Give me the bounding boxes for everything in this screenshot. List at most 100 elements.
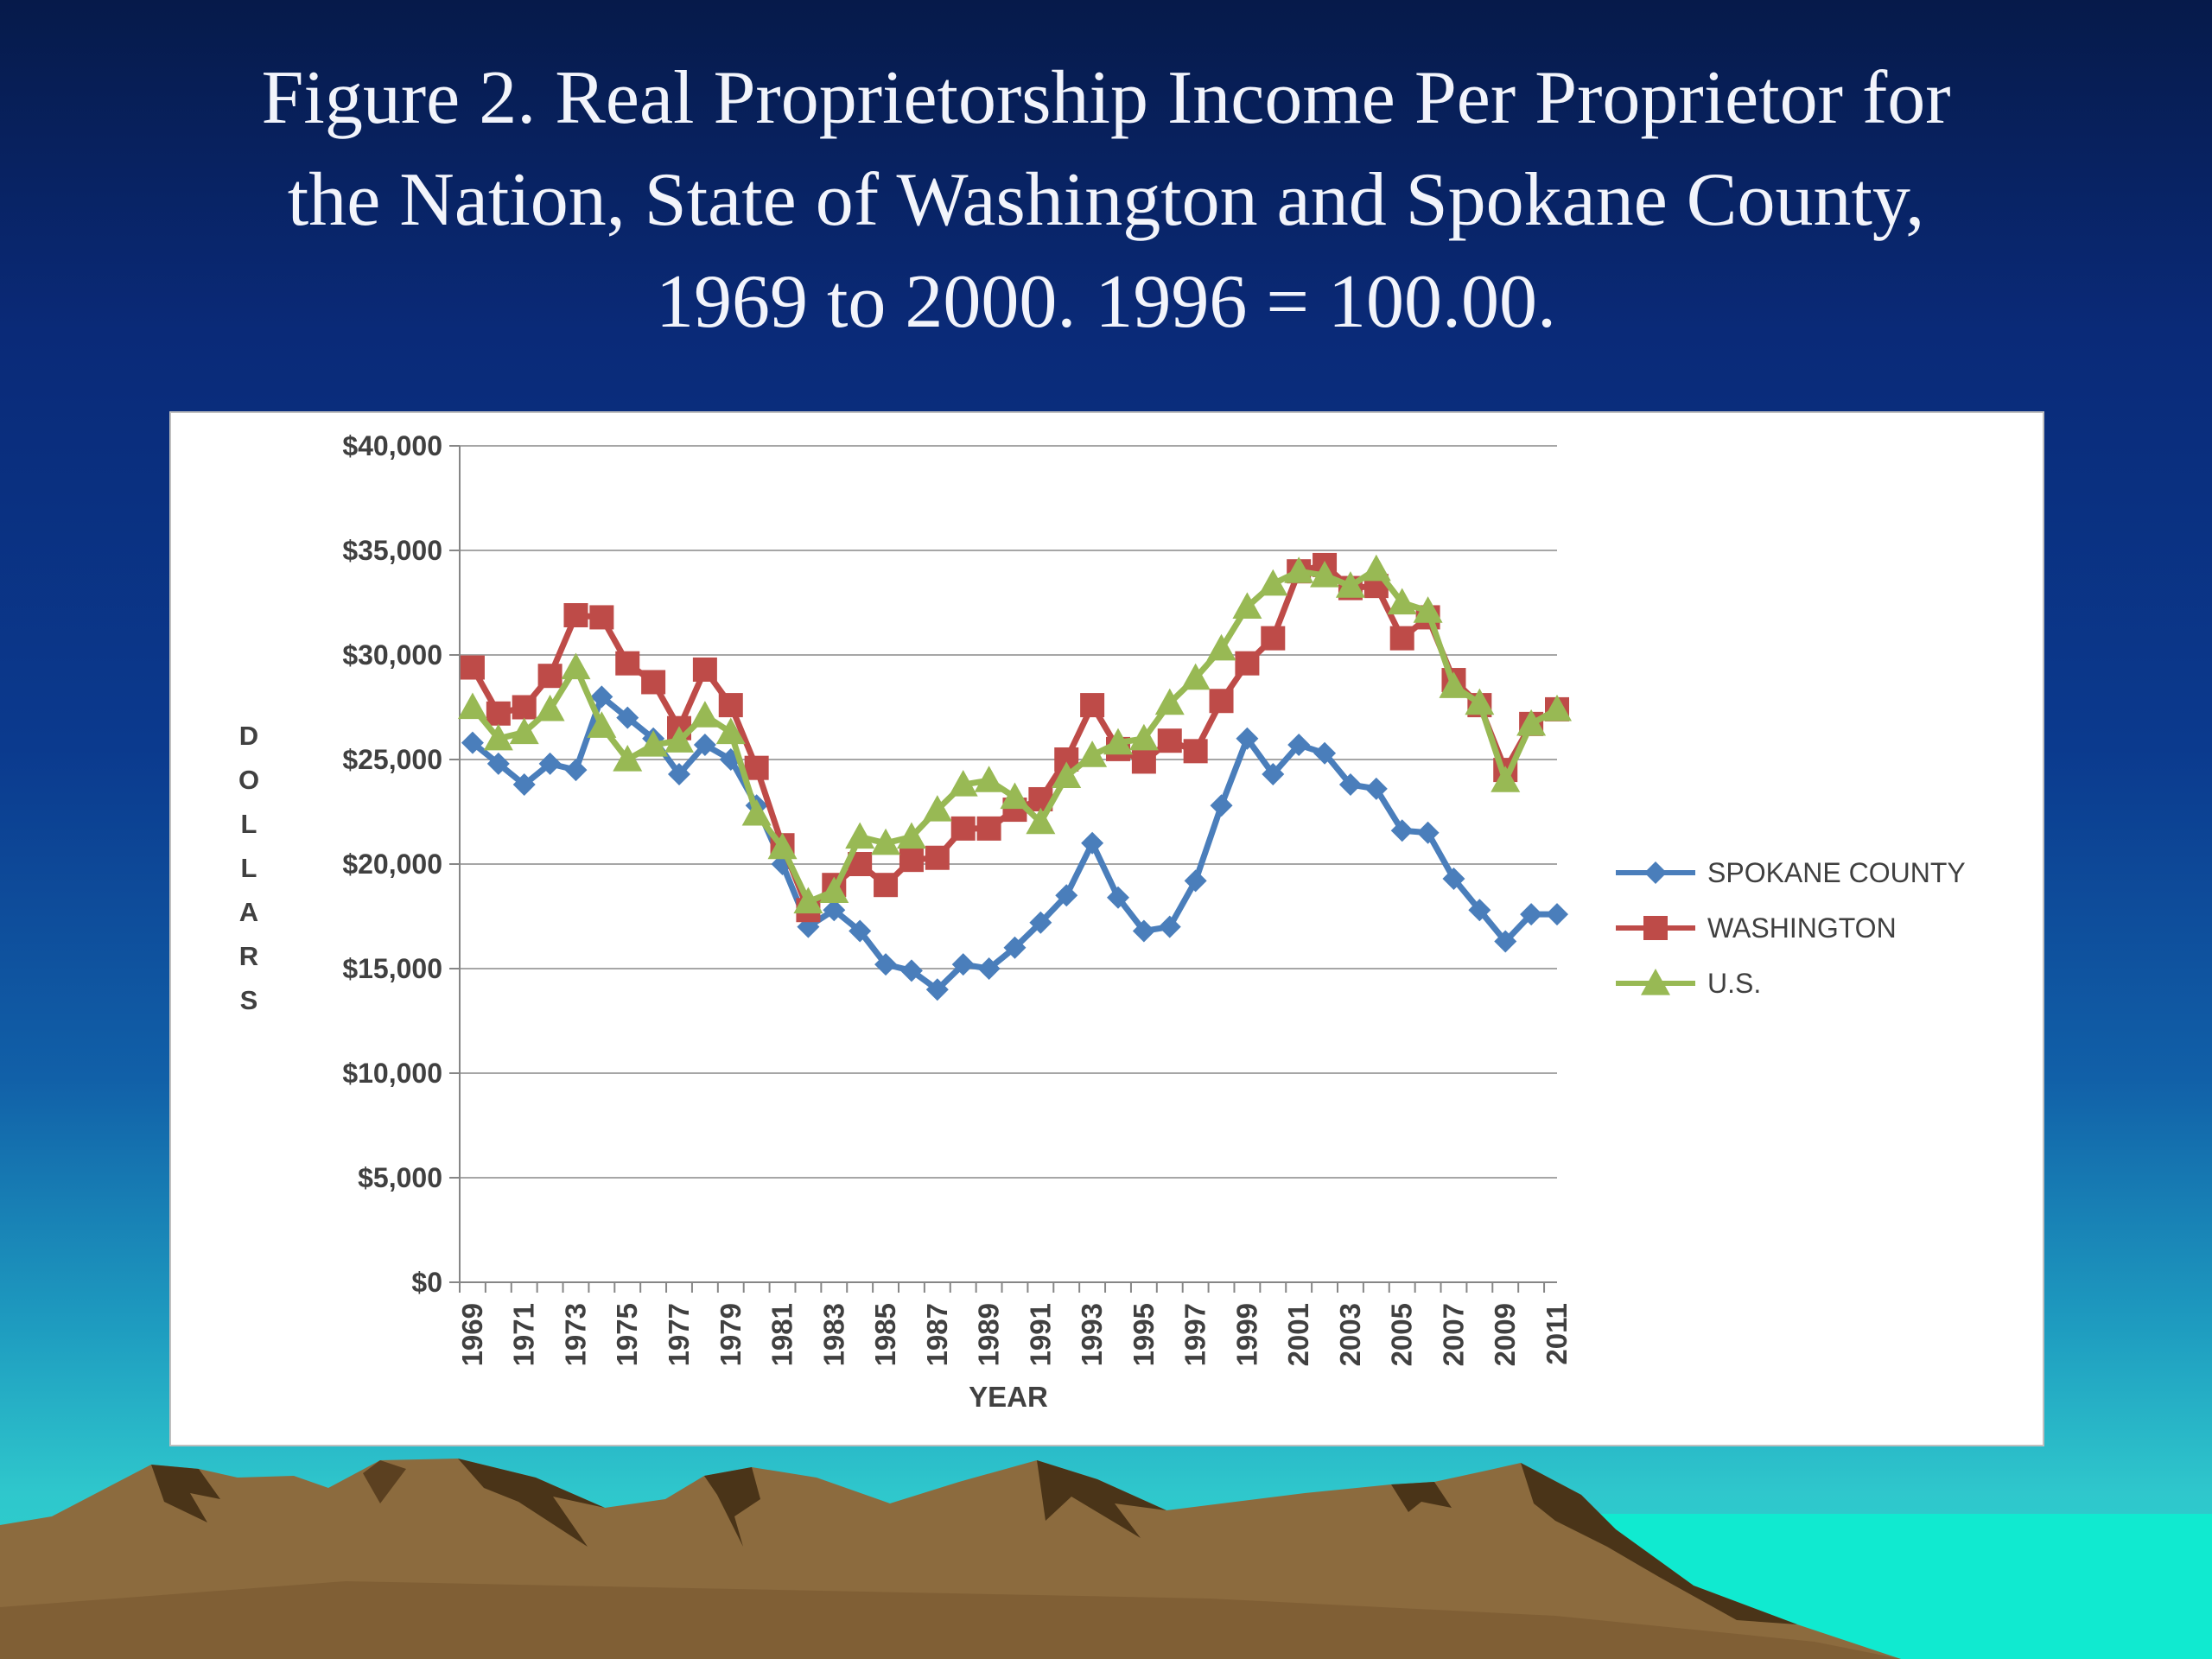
series-spokane-county (461, 685, 1568, 1001)
x-tick-label: 1983 (817, 1303, 849, 1366)
series-point (1364, 777, 1388, 800)
series-point (1206, 633, 1236, 661)
y-tick-label: $40,000 (342, 430, 442, 461)
series-point (1003, 936, 1027, 959)
series-point (1236, 727, 1259, 750)
y-axis-title-letter: A (239, 897, 258, 927)
series-point (1103, 728, 1133, 755)
series-point (486, 701, 511, 726)
series-point (509, 717, 539, 745)
series-point (950, 816, 976, 841)
y-axis-title-letter: S (240, 985, 258, 1015)
y-tick-label: $0 (411, 1267, 442, 1298)
gridlines (449, 445, 1557, 1283)
series-point (1154, 688, 1185, 715)
series-point (537, 664, 563, 689)
series-point (977, 957, 1001, 980)
series-point (1387, 588, 1417, 615)
series-point (512, 773, 536, 797)
series-point (589, 605, 614, 630)
series-point (1546, 903, 1568, 926)
series-point (1542, 694, 1572, 721)
x-tick-label: 1991 (1024, 1303, 1056, 1366)
y-tick-label: $15,000 (342, 953, 442, 984)
legend-label: SPOKANE COUNTY (1707, 857, 1966, 888)
series-point (613, 745, 643, 772)
legend-item: WASHINGTON (1616, 912, 1897, 944)
y-axis-title-letter: D (239, 721, 258, 751)
x-axis-title: YEAR (969, 1381, 1048, 1413)
x-tick-label: 1979 (715, 1303, 747, 1366)
series-point (1338, 773, 1362, 797)
series-point (1439, 671, 1469, 698)
line-chart: $0 $5,000 $10,000 $15,000 $20,000 $25,000 $30,… (238, 430, 1966, 1413)
x-tick-label: 1985 (869, 1303, 901, 1366)
series-point (849, 919, 872, 943)
series-point (561, 652, 591, 680)
x-tick-label: 1993 (1076, 1303, 1108, 1366)
series-point (486, 752, 510, 775)
series-point (693, 734, 716, 757)
series-point (925, 845, 950, 870)
x-tick-label: 1987 (921, 1303, 953, 1366)
series-point (871, 828, 901, 855)
x-tick-label: 1969 (456, 1303, 488, 1366)
x-tick-label: 1973 (559, 1303, 591, 1366)
series-point (896, 822, 926, 849)
series-point (1641, 969, 1670, 995)
x-tick-label: 1995 (1128, 1303, 1160, 1366)
x-tick-label: 1981 (766, 1303, 798, 1366)
y-tick-label: $10,000 (342, 1058, 442, 1089)
x-tick-labels: 1969 1971 1973 1975 1977 1979 1981 1983 1985 1987… (456, 1282, 1573, 1366)
y-axis-title-letter: R (239, 941, 258, 971)
series-point (668, 762, 690, 785)
series-point (512, 695, 537, 720)
series-point (1029, 911, 1052, 934)
x-tick-label: 2005 (1386, 1303, 1418, 1366)
y-tick-label: $5,000 (358, 1162, 442, 1193)
legend-label: U.S. (1707, 968, 1761, 999)
series-point (976, 816, 1001, 841)
series (457, 552, 1572, 1001)
x-tick-label: 2007 (1437, 1303, 1469, 1366)
y-axis-title-letter: L (241, 853, 257, 883)
series-point (1310, 561, 1340, 588)
legend-label: WASHINGTON (1707, 912, 1897, 944)
chart-panel: $0 $5,000 $10,000 $15,000 $20,000 $25,000 $30,… (169, 411, 2044, 1446)
series-point (615, 651, 640, 676)
series-point (1313, 741, 1337, 765)
series-point (1644, 861, 1667, 884)
series-point (715, 717, 746, 745)
series-point (1258, 569, 1288, 596)
series-point (457, 692, 487, 720)
series-point (1131, 749, 1156, 774)
y-tick-label: $35,000 (342, 535, 442, 566)
x-tick-label: 2009 (1489, 1303, 1521, 1366)
series-point (951, 953, 975, 976)
series-point (793, 887, 823, 914)
series-point (1232, 592, 1262, 619)
series-point (1416, 821, 1440, 844)
series-point (1361, 554, 1391, 582)
series-point (690, 701, 720, 728)
series-point (1643, 916, 1668, 940)
title-line-2: the Nation, State of Washington and Spok… (287, 158, 1925, 242)
series-point (461, 731, 484, 754)
series-point (1157, 728, 1182, 753)
legend-item: SPOKANE COUNTY (1616, 857, 1966, 888)
series-point (1389, 626, 1414, 651)
title-line-1: Figure 2. Real Proprietorship Income Per… (261, 56, 1951, 140)
x-tick-label: 1997 (1179, 1303, 1211, 1366)
x-tick-label: 2001 (1282, 1303, 1314, 1366)
title-line-3: 1969 to 2000. 1996 = 100.00. (655, 260, 1557, 344)
series-point (564, 759, 588, 782)
series-point (1235, 651, 1260, 676)
series-point (845, 822, 875, 849)
series-point (1055, 884, 1078, 907)
series-point (1209, 689, 1234, 714)
legend-item: U.S. (1616, 968, 1761, 999)
series-point (718, 693, 743, 718)
series-point (925, 978, 949, 1001)
x-tick-label: 1975 (611, 1303, 643, 1366)
series-point (1516, 709, 1547, 736)
